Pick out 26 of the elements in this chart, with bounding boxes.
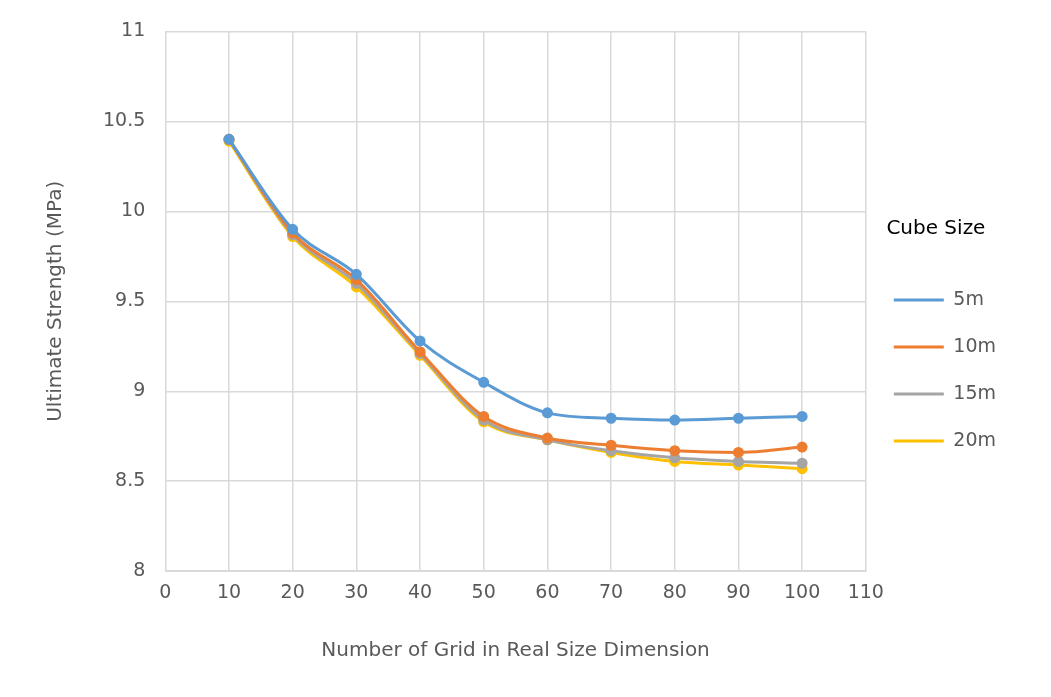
x-tick-label: 100 (784, 579, 821, 602)
y-tick-label: 8.5 (115, 468, 146, 491)
x-tick-label: 10 (216, 579, 242, 602)
x-tick-label: 40 (407, 579, 433, 602)
legend-label: 10m (953, 333, 996, 356)
legend-label: 5m (953, 286, 984, 309)
y-tick-label: 9 (133, 378, 146, 401)
x-tick-label: 50 (471, 579, 496, 602)
x-tick-label: 60 (535, 579, 560, 602)
legend-title: Cube Size (886, 214, 986, 239)
x-tick-label: 0 (159, 579, 172, 602)
y-tick-label: 11 (121, 18, 146, 41)
y-tick-label: 9.5 (115, 288, 146, 311)
legend-label: 15m (953, 380, 996, 403)
x-tick-label: 70 (598, 579, 624, 602)
y-tick-label: 10 (121, 198, 146, 221)
y-tick-label: 10.5 (102, 108, 146, 131)
x-axis-title: Number of Grid in Real Size Dimension (321, 637, 710, 662)
y-tick-label: 8 (133, 558, 146, 581)
x-tick-label: 90 (726, 579, 751, 602)
x-tick-label: 80 (662, 579, 687, 602)
x-tick-label: 20 (280, 579, 305, 602)
y-axis-title: Ultimate Strength (MPa) (42, 180, 67, 422)
legend-label: 20m (953, 427, 996, 450)
x-tick-label: 30 (344, 579, 369, 602)
x-tick-label: 110 (847, 579, 884, 602)
